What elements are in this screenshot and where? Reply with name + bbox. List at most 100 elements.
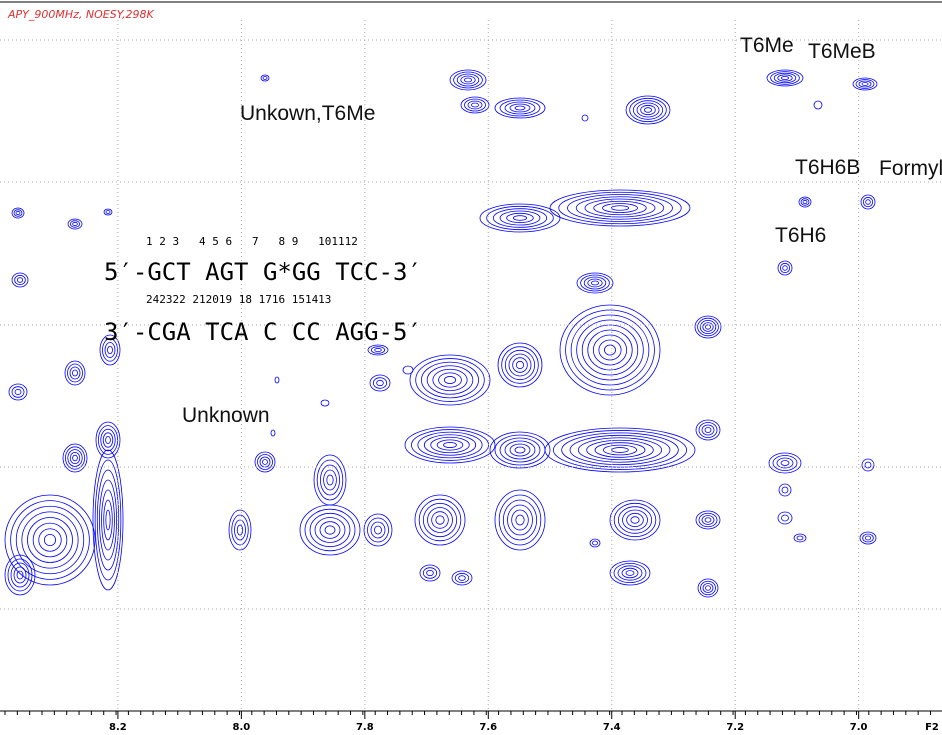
annotation: Unkown,T6Me: [240, 102, 375, 125]
contour: [702, 322, 714, 332]
x-axis-label: F2: [925, 722, 939, 733]
contour: [695, 510, 721, 530]
contour: [460, 96, 490, 114]
contour: [613, 502, 657, 538]
contour: [569, 434, 671, 466]
contour: [859, 531, 877, 545]
contour: [67, 363, 83, 383]
contour: [593, 200, 647, 216]
contour: [576, 272, 614, 294]
contour: [697, 317, 719, 337]
x-tick-label: 7.0: [850, 722, 868, 733]
contour: [506, 212, 534, 224]
contour: [101, 489, 115, 551]
contour: [864, 461, 872, 469]
contour: [69, 451, 81, 464]
contour: [99, 334, 121, 366]
contour: [609, 499, 661, 541]
x-tick-label: 7.8: [356, 722, 374, 733]
contour: [630, 516, 640, 524]
contour: [367, 517, 389, 543]
contour: [862, 196, 874, 208]
contour: [501, 346, 539, 384]
contour: [259, 456, 271, 468]
contour: [852, 77, 878, 91]
contour: [463, 77, 472, 83]
contour: [262, 459, 268, 465]
contour: [15, 210, 21, 216]
contour: [694, 315, 722, 339]
contour: [262, 76, 268, 80]
contour: [865, 199, 871, 205]
contour: [577, 437, 663, 463]
contour: [861, 458, 875, 472]
contour: [313, 454, 347, 506]
contour: [418, 498, 462, 542]
contour: [4, 554, 36, 596]
contour: [800, 198, 810, 206]
contour: [72, 221, 78, 227]
annotation: T6Me: [740, 34, 794, 57]
contour: [467, 100, 483, 110]
contour: [699, 319, 717, 334]
contour: [587, 278, 603, 288]
contour: [438, 372, 462, 388]
contour: [67, 218, 83, 230]
contour: [598, 339, 622, 361]
contour: [583, 276, 607, 290]
contour: [103, 208, 113, 216]
contour: [426, 365, 474, 395]
contour: [431, 511, 449, 529]
contour: [423, 434, 477, 456]
contour: [14, 388, 22, 396]
contour: [702, 583, 714, 593]
contour: [102, 432, 114, 448]
contour: [95, 421, 121, 459]
contour: [770, 71, 800, 85]
contour: [581, 114, 589, 122]
contour: [499, 99, 541, 117]
contour: [632, 100, 664, 120]
contour: [813, 100, 823, 110]
contour: [443, 376, 457, 384]
contour: [773, 72, 797, 84]
contour: [105, 509, 111, 531]
contour: [443, 442, 457, 448]
contour: [426, 569, 434, 577]
contour: [509, 103, 531, 113]
contour: [640, 104, 656, 116]
contour: [72, 454, 78, 462]
contour: [591, 280, 600, 286]
contour: [861, 82, 869, 86]
contour: [228, 509, 252, 551]
contour: [586, 439, 654, 461]
contour: [260, 74, 270, 82]
contour: [411, 429, 489, 461]
contour: [69, 220, 81, 228]
contour: [11, 207, 25, 219]
contour: [860, 194, 876, 210]
contour: [370, 521, 386, 539]
contour: [576, 319, 644, 381]
contour: [780, 460, 790, 466]
chart-title: APY_900MHz, NOESY,298K: [7, 8, 155, 21]
contour: [609, 560, 651, 586]
contour: [105, 210, 111, 214]
contour: [626, 512, 644, 528]
contour: [456, 73, 480, 87]
contour: [415, 358, 485, 402]
contour: [544, 427, 696, 473]
contour: [855, 79, 875, 89]
contour: [254, 451, 276, 473]
contour: [512, 357, 528, 373]
contour: [421, 361, 479, 399]
contour: [231, 514, 249, 546]
contour: [320, 399, 330, 407]
contour: [793, 533, 807, 543]
contour: [32, 522, 68, 558]
contour: [492, 208, 548, 228]
contour: [512, 215, 528, 221]
contour: [862, 533, 874, 543]
contour: [374, 525, 382, 535]
contour: [592, 334, 628, 366]
